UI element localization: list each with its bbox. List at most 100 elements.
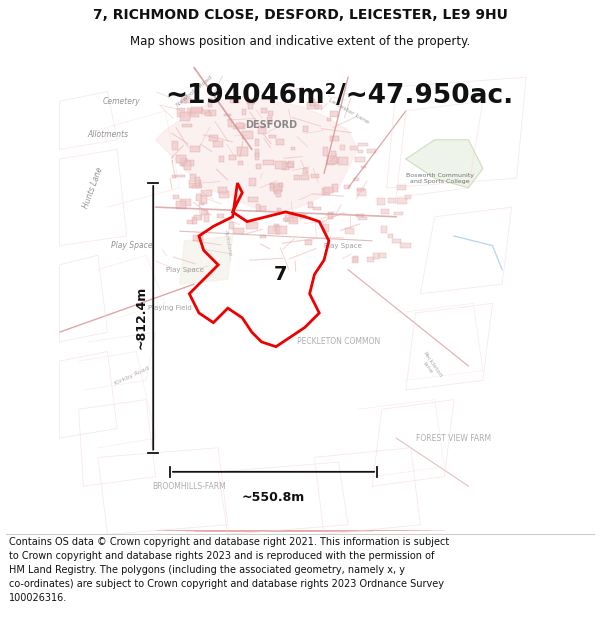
- Bar: [350, 146, 358, 151]
- Bar: [255, 139, 259, 146]
- Bar: [176, 156, 186, 163]
- Bar: [327, 118, 331, 121]
- Bar: [289, 217, 298, 224]
- Bar: [269, 184, 274, 188]
- Bar: [189, 181, 201, 188]
- Bar: [331, 151, 337, 158]
- Bar: [332, 184, 338, 191]
- Bar: [180, 158, 187, 166]
- Bar: [260, 235, 266, 238]
- Bar: [400, 243, 410, 248]
- Bar: [357, 188, 364, 191]
- Bar: [201, 210, 208, 216]
- Bar: [282, 162, 289, 170]
- Bar: [276, 226, 287, 234]
- Text: Play Space: Play Space: [325, 242, 362, 249]
- Bar: [195, 177, 200, 186]
- Bar: [352, 257, 358, 264]
- Bar: [187, 220, 193, 224]
- Bar: [182, 124, 192, 127]
- Bar: [196, 194, 202, 201]
- Bar: [394, 212, 403, 215]
- Text: DESFORD: DESFORD: [245, 120, 297, 130]
- Text: PECKLETON COMMON: PECKLETON COMMON: [297, 338, 380, 346]
- Bar: [356, 214, 364, 218]
- Text: Peckleton
lane: Peckleton lane: [417, 351, 443, 381]
- Bar: [229, 155, 236, 161]
- Bar: [287, 161, 294, 168]
- Bar: [236, 123, 244, 127]
- Bar: [258, 126, 266, 134]
- Bar: [405, 196, 410, 199]
- Bar: [256, 204, 260, 211]
- Bar: [227, 119, 232, 127]
- Bar: [191, 185, 202, 188]
- Bar: [248, 196, 258, 202]
- Bar: [181, 95, 187, 102]
- Bar: [190, 146, 200, 152]
- Bar: [269, 135, 276, 138]
- Polygon shape: [406, 140, 483, 188]
- Bar: [220, 191, 229, 198]
- Bar: [330, 158, 339, 163]
- Bar: [247, 99, 255, 104]
- Bar: [267, 117, 272, 124]
- Text: 7, RICHMOND CLOSE, DESFORD, LEICESTER, LE9 9HU: 7, RICHMOND CLOSE, DESFORD, LEICESTER, L…: [92, 8, 508, 22]
- Bar: [294, 175, 300, 181]
- Text: ~812.4m: ~812.4m: [134, 286, 148, 349]
- Bar: [377, 198, 385, 205]
- Text: Map shows position and indicative extent of the property.: Map shows position and indicative extent…: [130, 35, 470, 48]
- Bar: [301, 175, 309, 180]
- Bar: [242, 131, 253, 139]
- Bar: [205, 112, 211, 116]
- Bar: [181, 199, 191, 206]
- Bar: [358, 143, 368, 146]
- Bar: [357, 189, 365, 196]
- Bar: [238, 161, 242, 165]
- Text: BROOMHILLS-FARM: BROOMHILLS-FARM: [152, 482, 226, 491]
- Bar: [176, 201, 186, 209]
- Bar: [353, 256, 358, 261]
- Text: Cemetery: Cemetery: [103, 97, 141, 106]
- Text: Hunts Lane: Hunts Lane: [82, 166, 105, 210]
- Bar: [373, 253, 379, 259]
- Bar: [178, 108, 185, 117]
- Bar: [330, 111, 338, 117]
- Bar: [345, 228, 354, 234]
- Bar: [248, 102, 253, 109]
- Bar: [310, 99, 315, 106]
- Text: Bosworth Community
and Sports College: Bosworth Community and Sports College: [406, 173, 473, 184]
- Bar: [263, 160, 274, 164]
- Text: Kirkby Road: Kirkby Road: [113, 366, 150, 386]
- Bar: [242, 109, 246, 115]
- Bar: [194, 215, 202, 220]
- Text: Playing Field: Playing Field: [148, 305, 192, 311]
- Text: ~194046m²/~47.950ac.: ~194046m²/~47.950ac.: [165, 83, 514, 109]
- Bar: [217, 214, 224, 219]
- Text: Contains OS data © Crown copyright and database right 2021. This information is : Contains OS data © Crown copyright and d…: [9, 537, 449, 603]
- Bar: [287, 162, 293, 168]
- Bar: [367, 257, 374, 262]
- Bar: [268, 111, 273, 116]
- Bar: [344, 185, 350, 189]
- Bar: [388, 198, 397, 203]
- Bar: [311, 174, 319, 178]
- Bar: [330, 136, 339, 141]
- Bar: [184, 161, 191, 170]
- Bar: [173, 194, 179, 199]
- Text: Parkstone...: Parkstone...: [223, 229, 233, 262]
- Bar: [208, 98, 212, 106]
- Text: 7: 7: [274, 265, 287, 284]
- Bar: [367, 149, 376, 153]
- Bar: [328, 213, 332, 219]
- Bar: [191, 107, 202, 112]
- Bar: [270, 183, 282, 191]
- Bar: [324, 187, 333, 193]
- Bar: [213, 141, 223, 148]
- Bar: [307, 102, 319, 109]
- Bar: [172, 175, 176, 178]
- Bar: [218, 156, 224, 162]
- Bar: [195, 108, 203, 112]
- Bar: [260, 108, 267, 113]
- Bar: [268, 226, 280, 234]
